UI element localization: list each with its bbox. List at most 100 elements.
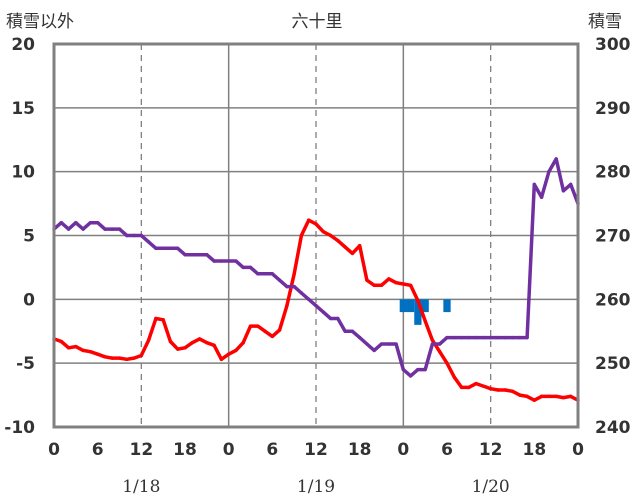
temperature-point	[459, 385, 464, 390]
temperature-point	[154, 316, 158, 321]
left-y-tick-label: 5	[23, 227, 35, 247]
snow_depth-point	[321, 310, 325, 314]
temperature-point	[379, 283, 384, 287]
left-y-tick-label: -10	[4, 418, 35, 438]
x-tick-label: 12	[129, 440, 153, 460]
temperature-point	[467, 385, 471, 390]
snow_depth-point	[561, 189, 566, 193]
temperature-point	[336, 238, 340, 243]
snow_depth-point	[95, 221, 100, 225]
snow_depth-point	[401, 367, 406, 372]
temperature-point	[190, 341, 194, 345]
snow_depth-point	[510, 335, 515, 340]
temperature-point	[314, 222, 318, 226]
left-y-tick-label: 20	[11, 35, 35, 55]
snow_depth-point	[139, 233, 144, 238]
snow_depth-point	[59, 221, 63, 225]
right-y-tick-label: 280	[595, 163, 631, 183]
temperature-point	[423, 319, 427, 323]
snow_depth-point	[299, 291, 304, 295]
x-tick-label: 0	[48, 440, 60, 460]
snow_depth-point	[154, 246, 158, 250]
temperature-point	[256, 324, 260, 328]
right-y-tick-label: 240	[595, 418, 631, 438]
snow_depth-point	[168, 246, 173, 250]
temperature-point	[285, 304, 289, 308]
snow_depth-point	[212, 259, 216, 263]
temperature-point	[146, 338, 151, 342]
snow_depth-point	[183, 252, 187, 257]
snow_depth-point	[263, 272, 267, 276]
snow_depth-point	[234, 259, 238, 263]
temperature-point	[503, 388, 507, 392]
snow_depth-point	[270, 272, 275, 276]
snow_depth-point	[226, 259, 231, 263]
x-tick-label: 0	[223, 440, 235, 460]
snow_depth-point	[74, 221, 78, 225]
precipitation-bar	[406, 299, 415, 313]
temperature-point	[350, 251, 355, 256]
temperature-point	[103, 355, 107, 359]
snow_depth-point	[197, 252, 202, 257]
left-y-tick-label: 0	[23, 290, 35, 310]
temperature-point	[132, 356, 136, 360]
snow_depth-point	[387, 342, 391, 346]
temperature-point	[452, 375, 456, 379]
temperature-point	[525, 394, 529, 399]
right-y-tick-label: 290	[595, 99, 631, 119]
temperature-point	[416, 298, 420, 303]
snow_depth-point	[314, 304, 318, 308]
right-y-tick-label: 300	[595, 35, 631, 55]
snow_depth-point	[554, 157, 558, 161]
series-lines	[52, 157, 580, 402]
temperature-point	[328, 233, 333, 238]
x-tick-label: 0	[572, 440, 584, 460]
temperature-point	[518, 393, 522, 397]
snow_depth-point	[161, 246, 165, 250]
temperature-point	[357, 244, 362, 248]
snow_depth-point	[205, 252, 209, 257]
snow_depth-point	[488, 335, 493, 340]
snow_depth-point	[350, 329, 355, 333]
temperature-point	[117, 356, 122, 360]
snow_depth-point	[292, 284, 296, 289]
temperature-point	[430, 338, 435, 342]
left-y-tick-label: -5	[16, 354, 35, 374]
temperature-point	[212, 343, 216, 347]
snow_depth-point	[277, 278, 282, 282]
temperature-point	[226, 352, 231, 356]
snow_depth-point	[285, 284, 289, 289]
temperature-point	[248, 324, 253, 328]
date-label: 1/18	[122, 477, 160, 497]
snow_depth-point	[336, 316, 340, 321]
temperature-point	[438, 349, 442, 354]
snow_depth-point	[430, 342, 435, 346]
temperature-point	[365, 278, 369, 282]
snow_depth-point	[423, 367, 427, 372]
snow_depth-point	[438, 342, 442, 346]
precipitation-bar	[414, 299, 422, 325]
snow_depth-point	[328, 316, 333, 321]
temperature-point	[59, 339, 63, 344]
temperature-point	[488, 387, 493, 391]
temperature-point	[168, 339, 173, 344]
snow_depth-point	[357, 335, 362, 340]
temperature-point	[219, 357, 224, 362]
x-tick-label: 12	[479, 440, 503, 460]
snow_depth-point	[467, 335, 471, 340]
snow_depth-point	[248, 265, 253, 270]
snow_depth-point	[503, 335, 507, 340]
snow_depth-point	[190, 252, 194, 257]
snow_depth-point	[416, 367, 420, 372]
right-y-tick-label: 260	[595, 290, 631, 310]
precipitation-bars	[399, 299, 451, 325]
left-y-tick-label: 10	[11, 163, 35, 183]
snow_depth-point	[241, 265, 245, 270]
snow_depth-point	[343, 329, 347, 333]
snow_depth-point	[539, 195, 544, 199]
x-tick-label: 18	[522, 440, 546, 460]
temperature-point	[401, 282, 406, 286]
plot-frame	[52, 42, 580, 429]
temperature-point	[88, 349, 93, 354]
snow_depth-point	[525, 335, 529, 340]
